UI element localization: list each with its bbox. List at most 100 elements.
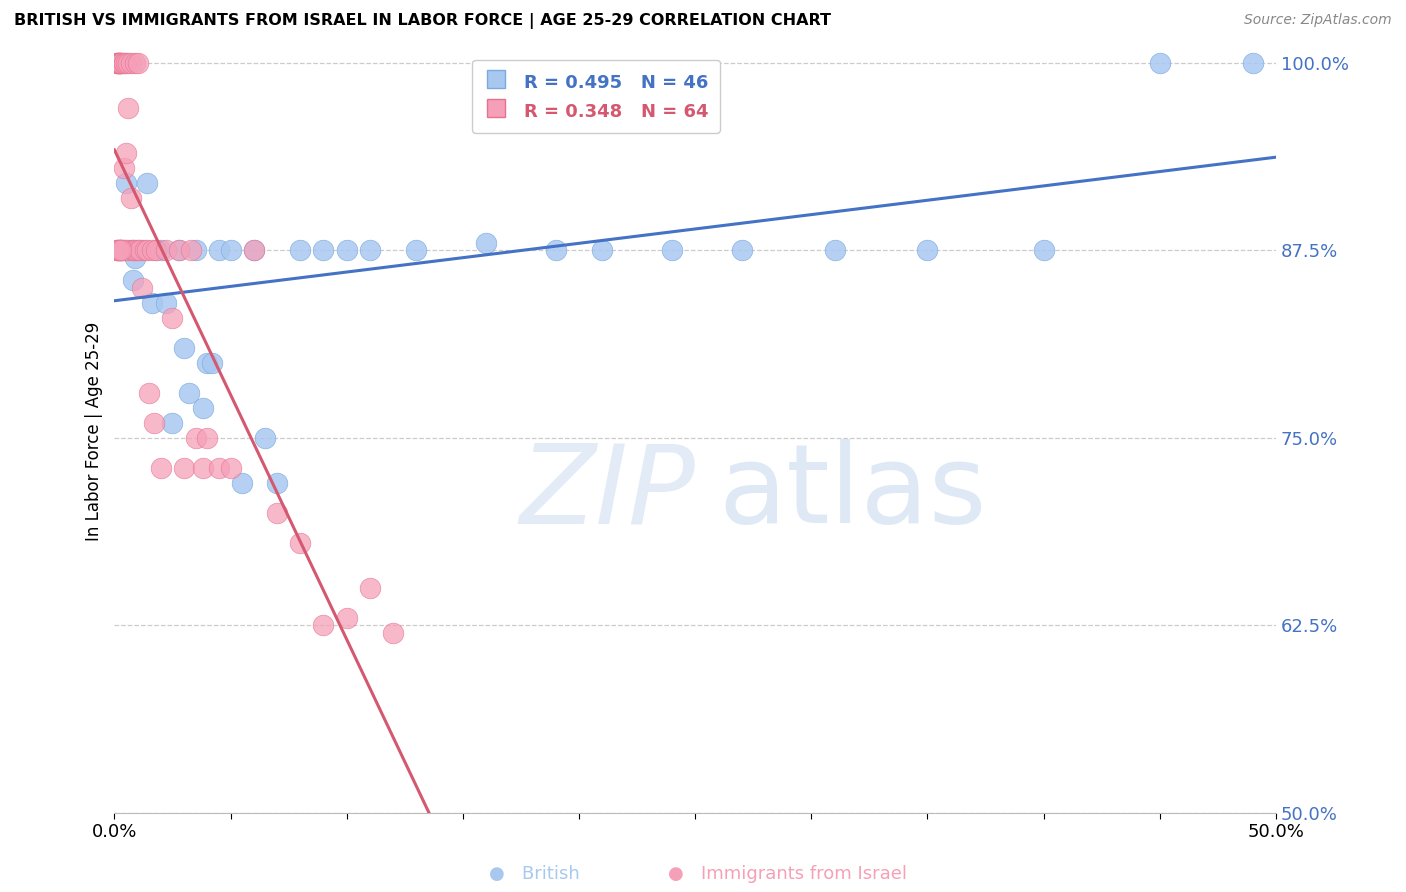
- Point: [180, 244, 202, 258]
- Point: [115, 244, 138, 258]
- Point: [110, 55, 132, 70]
- Point: [177, 385, 200, 400]
- Point: [108, 55, 131, 70]
- Point: [1032, 244, 1054, 258]
- Point: [134, 244, 156, 258]
- Point: [243, 244, 266, 258]
- Point: [105, 244, 128, 258]
- Point: [105, 55, 128, 70]
- Text: ●   Immigrants from Israel: ● Immigrants from Israel: [668, 865, 907, 883]
- Point: [112, 55, 135, 70]
- Point: [120, 244, 142, 258]
- Point: [124, 244, 146, 258]
- Point: [290, 244, 312, 258]
- Point: [129, 244, 152, 258]
- Point: [122, 244, 145, 258]
- Point: [162, 416, 184, 430]
- Point: [544, 244, 567, 258]
- Point: [191, 460, 214, 475]
- Point: [108, 244, 131, 258]
- Point: [115, 145, 138, 160]
- Point: [266, 475, 288, 490]
- Point: [359, 581, 381, 595]
- Point: [122, 244, 145, 258]
- Point: [336, 244, 359, 258]
- Point: [105, 244, 128, 258]
- Point: [359, 244, 381, 258]
- Point: [110, 55, 132, 70]
- Point: [141, 295, 163, 310]
- Point: [475, 235, 498, 250]
- Point: [110, 244, 132, 258]
- Point: [105, 55, 128, 70]
- Point: [110, 244, 132, 258]
- Point: [336, 611, 359, 625]
- Point: [120, 191, 142, 205]
- Point: [231, 475, 253, 490]
- Point: [195, 356, 218, 370]
- Point: [124, 55, 146, 70]
- Point: [169, 244, 191, 258]
- Point: [110, 244, 132, 258]
- Point: [184, 431, 207, 445]
- Point: [208, 460, 231, 475]
- Point: [382, 625, 405, 640]
- Point: [131, 281, 153, 295]
- Point: [1241, 55, 1264, 70]
- Point: [110, 55, 132, 70]
- Point: [108, 55, 131, 70]
- Point: [149, 460, 172, 475]
- Point: [184, 244, 207, 258]
- Point: [108, 55, 131, 70]
- Text: ZIP: ZIP: [519, 439, 695, 546]
- Point: [173, 341, 195, 355]
- Point: [115, 55, 138, 70]
- Point: [266, 506, 288, 520]
- Point: [201, 356, 224, 370]
- Point: [105, 55, 128, 70]
- Text: Source: ZipAtlas.com: Source: ZipAtlas.com: [1244, 13, 1392, 28]
- Point: [195, 431, 218, 445]
- Point: [122, 273, 145, 287]
- Point: [117, 55, 139, 70]
- Point: [124, 251, 146, 265]
- Point: [127, 244, 149, 258]
- Point: [112, 161, 135, 175]
- Point: [208, 244, 231, 258]
- Point: [115, 176, 138, 190]
- Y-axis label: In Labor Force | Age 25-29: In Labor Force | Age 25-29: [86, 322, 103, 541]
- Text: ●   British: ● British: [489, 865, 579, 883]
- Point: [219, 244, 242, 258]
- Legend: R = 0.495   N = 46, R = 0.348   N = 64: R = 0.495 N = 46, R = 0.348 N = 64: [472, 60, 720, 133]
- Point: [254, 431, 277, 445]
- Point: [117, 244, 139, 258]
- Point: [824, 244, 846, 258]
- Point: [145, 244, 167, 258]
- Point: [162, 310, 184, 325]
- Point: [110, 55, 132, 70]
- Point: [108, 55, 131, 70]
- Point: [405, 244, 427, 258]
- Point: [661, 244, 683, 258]
- Point: [131, 244, 153, 258]
- Point: [155, 295, 177, 310]
- Point: [108, 244, 131, 258]
- Point: [108, 55, 131, 70]
- Point: [127, 244, 149, 258]
- Point: [191, 401, 214, 415]
- Point: [136, 244, 159, 258]
- Point: [243, 244, 266, 258]
- Point: [141, 244, 163, 258]
- Point: [917, 244, 939, 258]
- Point: [105, 55, 128, 70]
- Point: [138, 385, 160, 400]
- Point: [127, 55, 149, 70]
- Point: [117, 101, 139, 115]
- Point: [1149, 55, 1171, 70]
- Text: atlas: atlas: [718, 439, 987, 546]
- Point: [136, 176, 159, 190]
- Point: [108, 244, 131, 258]
- Text: BRITISH VS IMMIGRANTS FROM ISRAEL IN LABOR FORCE | AGE 25-29 CORRELATION CHART: BRITISH VS IMMIGRANTS FROM ISRAEL IN LAB…: [14, 13, 831, 29]
- Point: [155, 244, 177, 258]
- Point: [591, 244, 613, 258]
